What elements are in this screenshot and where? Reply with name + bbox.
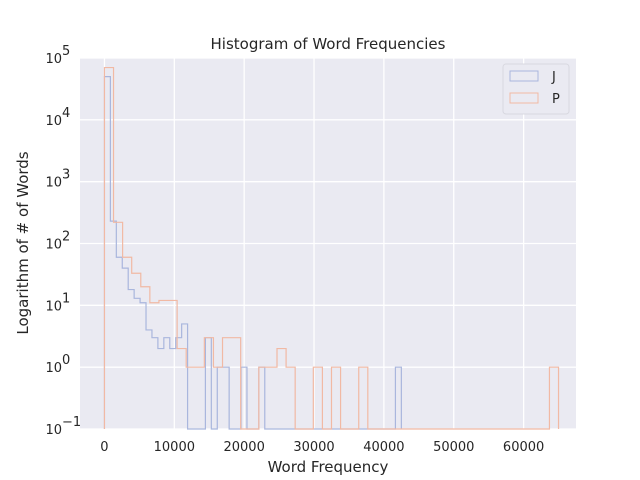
x-tick-labels: 0 10000 20000 30000 40000 50000 60000 [100, 440, 544, 455]
y-tick-exponent: −1 [62, 415, 81, 430]
legend-label-j: J [551, 70, 556, 85]
y-tick-label: 10 [45, 52, 62, 67]
chart-title: Histogram of Word Frequencies [211, 35, 446, 53]
y-tick-label: 10 [45, 176, 62, 191]
y-tick-exponent: 1 [62, 291, 70, 306]
y-tick-label: 10 [45, 299, 62, 314]
series-p-step [103, 66, 560, 430]
x-tick-label: 10000 [154, 440, 195, 455]
x-tick-label: 60000 [503, 440, 544, 455]
y-tick-exponent: 3 [62, 168, 70, 183]
legend-label-p: P [552, 92, 560, 107]
y-tick-label: 10 [45, 114, 62, 129]
x-tick-label: 50000 [433, 440, 474, 455]
y-tick-label: 10 [45, 238, 62, 253]
series-layer [103, 66, 560, 430]
x-tick-label: 40000 [363, 440, 404, 455]
y-tick-exponent: 0 [62, 353, 70, 368]
x-tick-label: 30000 [293, 440, 334, 455]
x-tick-label: 0 [100, 440, 108, 455]
legend-swatch-p [509, 92, 539, 104]
legend: J P [502, 63, 570, 115]
x-tick-label: 20000 [223, 440, 264, 455]
y-tick-exponent: 2 [62, 230, 70, 245]
grid-lines [80, 57, 576, 430]
legend-swatch-j [509, 70, 539, 82]
y-tick-exponent: 4 [62, 106, 70, 121]
y-axis-label: Logarithm of # of Words [14, 151, 32, 334]
y-tick-label: 10 [45, 423, 62, 438]
x-axis-label: Word Frequency [268, 458, 389, 476]
legend-box [502, 63, 570, 115]
y-tick-exponent: 5 [62, 44, 70, 59]
y-tick-label: 10 [45, 361, 62, 376]
